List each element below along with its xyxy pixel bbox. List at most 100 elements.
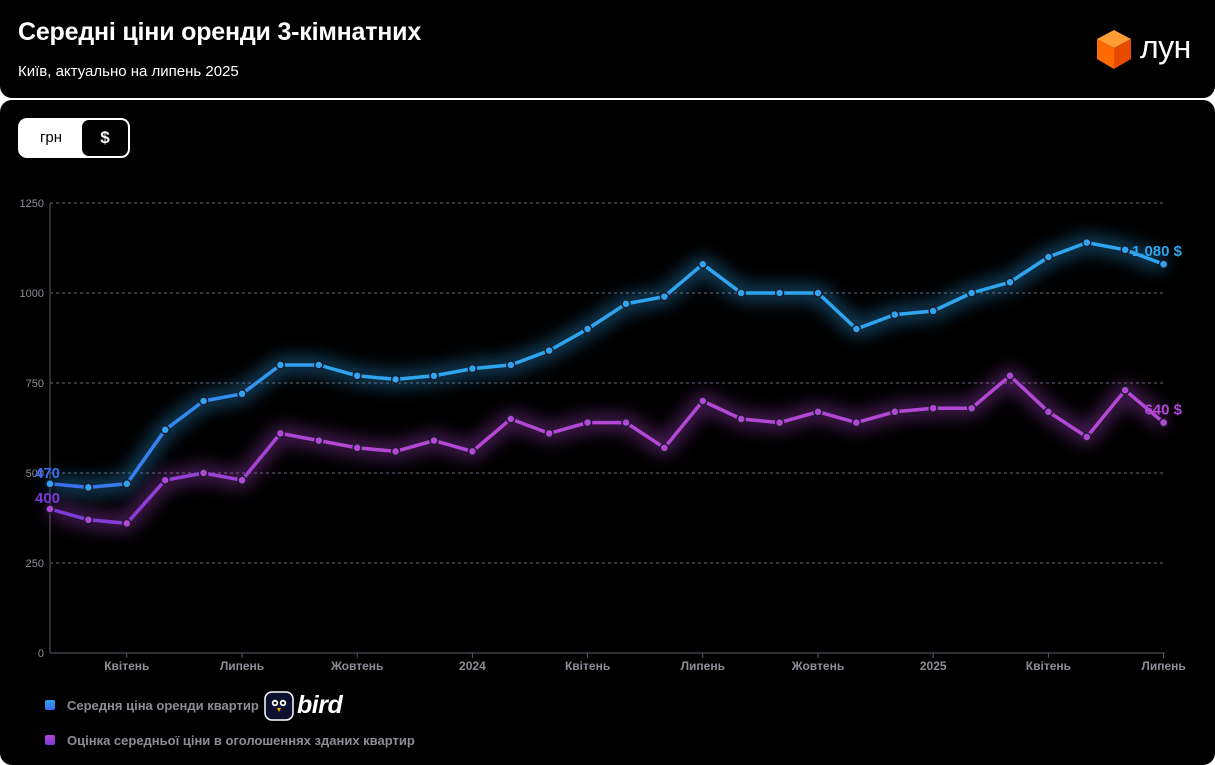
data-point[interactable] <box>851 417 862 428</box>
bird-icon <box>264 691 294 721</box>
data-point[interactable] <box>506 414 516 424</box>
x-tick-label: Жовтень <box>791 659 844 673</box>
data-point[interactable] <box>390 446 401 457</box>
data-point[interactable] <box>45 479 55 489</box>
bird-brand-name: bird <box>297 691 343 719</box>
series-start-label: 400 <box>35 490 60 507</box>
data-point[interactable] <box>160 425 170 435</box>
data-point[interactable] <box>352 371 362 381</box>
data-point[interactable] <box>890 309 900 320</box>
chart-panel: грн $ <box>0 100 1215 765</box>
data-point[interactable] <box>122 518 132 529</box>
y-tick-label: 500 <box>26 468 44 480</box>
data-point[interactable] <box>275 428 286 439</box>
data-point[interactable] <box>928 306 938 316</box>
data-point[interactable] <box>352 443 362 453</box>
data-point[interactable] <box>429 435 439 446</box>
x-tick-label: Квітень <box>1026 659 1071 673</box>
data-point[interactable] <box>314 435 324 446</box>
data-point[interactable] <box>237 475 247 485</box>
data-point[interactable] <box>813 288 823 298</box>
data-point[interactable] <box>774 417 785 428</box>
data-point[interactable] <box>544 345 554 356</box>
y-tick-label: 0 <box>38 648 44 660</box>
x-tick-label: Липень <box>1141 659 1185 673</box>
data-point[interactable] <box>1005 277 1015 287</box>
data-point[interactable] <box>467 446 478 457</box>
series-line <box>48 240 1166 490</box>
data-point[interactable] <box>659 443 670 453</box>
x-tick-label: 2025 <box>920 659 947 673</box>
data-point[interactable] <box>890 407 900 417</box>
data-point[interactable] <box>1005 371 1015 381</box>
series-glow-line <box>49 236 1166 494</box>
brand-name: лун <box>1140 29 1191 65</box>
data-point[interactable] <box>390 374 401 385</box>
data-point[interactable] <box>582 417 593 428</box>
data-point[interactable] <box>736 414 746 424</box>
data-point[interactable] <box>1120 385 1130 395</box>
chart-axes: 0 250 500 750 1000 1250 Квітень Липень Жовтень 20… <box>20 198 1186 673</box>
data-point[interactable] <box>45 504 55 514</box>
data-point[interactable] <box>467 363 478 374</box>
data-point[interactable] <box>237 389 247 399</box>
data-point[interactable] <box>621 417 631 428</box>
legend-swatch <box>45 700 55 710</box>
legend-label: Середня ціна оренди квартир <box>67 698 259 713</box>
data-point[interactable] <box>429 371 439 381</box>
data-point[interactable] <box>813 407 823 417</box>
x-tick-label: Квітень <box>565 659 610 673</box>
brand-logo[interactable]: лун <box>1094 28 1198 72</box>
data-point[interactable] <box>198 468 209 478</box>
page-subtitle: Київ, актуально на липень 2025 <box>18 63 239 80</box>
data-point[interactable] <box>851 324 862 334</box>
legend-swatch <box>45 735 55 745</box>
currency-toggle[interactable]: грн $ <box>18 118 130 158</box>
series-end-label: 640 $ <box>1144 402 1182 419</box>
data-point[interactable] <box>544 428 554 439</box>
x-tick-label: 2024 <box>459 659 486 673</box>
data-point[interactable] <box>1082 237 1092 248</box>
data-point[interactable] <box>160 475 170 485</box>
cube-icon <box>1097 30 1131 69</box>
currency-option-usd[interactable]: $ <box>82 120 128 156</box>
data-point[interactable] <box>1043 252 1054 262</box>
legend-label: Оцінка середньої ціни в оголошеннях здан… <box>67 733 415 748</box>
data-point[interactable] <box>698 259 708 269</box>
y-tick-label: 1250 <box>20 198 44 210</box>
x-tick-label: Жовтень <box>330 659 383 673</box>
series-start-label: 470 <box>35 465 60 482</box>
data-point[interactable] <box>774 288 785 298</box>
page-title: Середні ціни оренди 3-кімнатних <box>18 18 422 46</box>
data-point[interactable] <box>736 288 746 298</box>
data-point[interactable] <box>582 324 593 334</box>
data-point[interactable] <box>83 482 94 493</box>
y-tick-label: 750 <box>26 378 44 390</box>
data-point[interactable] <box>621 299 631 309</box>
data-point[interactable] <box>698 396 708 406</box>
data-point[interactable] <box>83 515 94 525</box>
series-lines <box>45 237 1169 529</box>
series-end-label: 1.080 $ <box>1132 243 1183 260</box>
data-point[interactable] <box>122 479 132 489</box>
y-tick-label: 1000 <box>20 288 44 300</box>
data-point[interactable] <box>1082 432 1092 442</box>
currency-option-uah[interactable]: грн <box>39 129 63 146</box>
header: Середні ціни оренди 3-кімнатних Київ, ак… <box>0 0 1215 98</box>
data-point[interactable] <box>506 360 516 370</box>
data-point[interactable] <box>1158 259 1169 269</box>
data-point[interactable] <box>1120 245 1130 255</box>
data-point[interactable] <box>314 360 324 370</box>
data-point[interactable] <box>966 403 977 413</box>
x-tick-label: Липень <box>681 659 725 673</box>
data-point[interactable] <box>275 360 286 370</box>
data-point[interactable] <box>1043 407 1054 417</box>
x-tick-label: Липень <box>220 659 264 673</box>
data-point[interactable] <box>928 403 938 413</box>
series-line <box>48 374 1166 526</box>
data-point[interactable] <box>966 288 977 298</box>
data-point[interactable] <box>659 291 670 302</box>
data-point[interactable] <box>1158 417 1169 428</box>
data-point[interactable] <box>198 396 209 406</box>
